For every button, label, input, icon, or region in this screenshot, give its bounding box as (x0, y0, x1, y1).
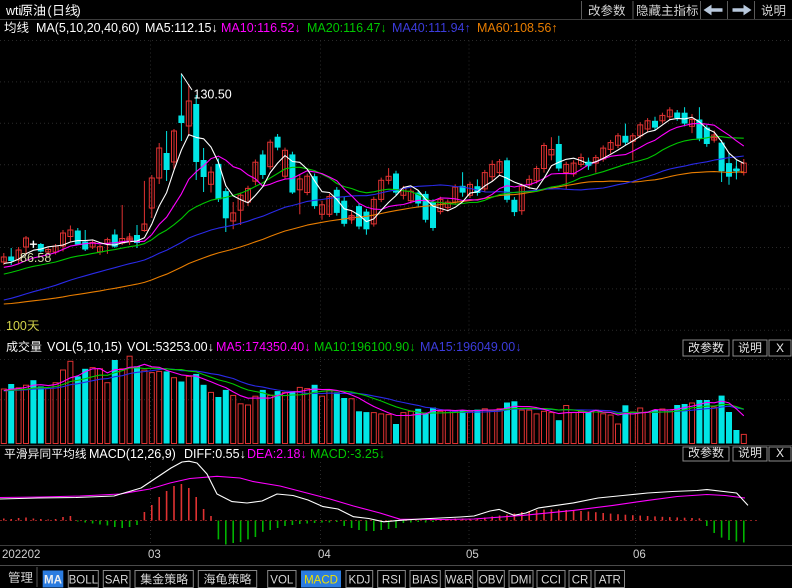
svg-text:MA15:196049.00↓: MA15:196049.00↓ (420, 340, 521, 354)
svg-text:MACD(12,26,9): MACD(12,26,9) (89, 447, 176, 461)
svg-text:RSI: RSI (382, 575, 401, 587)
svg-text:03: 03 (148, 549, 161, 561)
svg-text:MA10:116.52↓: MA10:116.52↓ (221, 21, 301, 35)
svg-text:MA: MA (44, 575, 62, 587)
svg-text:ATR: ATR (599, 575, 621, 587)
svg-text:86.58: 86.58 (20, 251, 51, 265)
svg-text:X: X (776, 341, 784, 355)
svg-text:KDJ: KDJ (349, 575, 371, 587)
svg-text:BIAS: BIAS (412, 575, 439, 587)
svg-text:SAR: SAR (105, 575, 129, 587)
svg-text:MA10:196100.90↓: MA10:196100.90↓ (314, 340, 415, 354)
svg-text:MA60:108.56↑: MA60:108.56↑ (477, 21, 558, 35)
svg-text:DMI: DMI (510, 575, 531, 587)
svg-text:BOLL: BOLL (69, 575, 99, 587)
svg-text:(: ( (48, 4, 53, 18)
svg-text:MACD:-3.25↓: MACD:-3.25↓ (310, 447, 385, 461)
svg-text:X: X (776, 446, 784, 460)
svg-text:MA(5,10,20,40,60): MA(5,10,20,40,60) (36, 21, 140, 35)
svg-text:CCI: CCI (541, 575, 561, 587)
svg-text:DIFF:0.55↓: DIFF:0.55↓ (184, 447, 246, 461)
svg-text:VOL: VOL (270, 575, 294, 587)
svg-text:MA20:116.47↓: MA20:116.47↓ (307, 21, 387, 35)
svg-text:CR: CR (572, 575, 589, 587)
svg-text:100: 100 (6, 319, 27, 333)
svg-text:MA5:174350.40↓: MA5:174350.40↓ (216, 340, 311, 354)
svg-text:MACD: MACD (304, 575, 338, 587)
svg-text:OBV: OBV (479, 575, 504, 587)
svg-text:wti: wti (5, 4, 21, 18)
svg-text:202202: 202202 (2, 549, 40, 561)
svg-text:04: 04 (318, 549, 331, 561)
svg-text:06: 06 (633, 549, 646, 561)
svg-text:MA5:112.15↓: MA5:112.15↓ (145, 21, 218, 35)
svg-text:VOL:53253.00↓: VOL:53253.00↓ (127, 340, 214, 354)
svg-text:VOL(5,10,15): VOL(5,10,15) (47, 340, 122, 354)
svg-text:MA40:111.94↑: MA40:111.94↑ (392, 21, 471, 35)
svg-text:W&R: W&R (446, 575, 473, 587)
svg-text:DEA:2.18↓: DEA:2.18↓ (247, 447, 307, 461)
svg-text:): ) (77, 4, 81, 18)
svg-text:05: 05 (466, 549, 479, 561)
svg-text:130.50: 130.50 (194, 88, 232, 102)
